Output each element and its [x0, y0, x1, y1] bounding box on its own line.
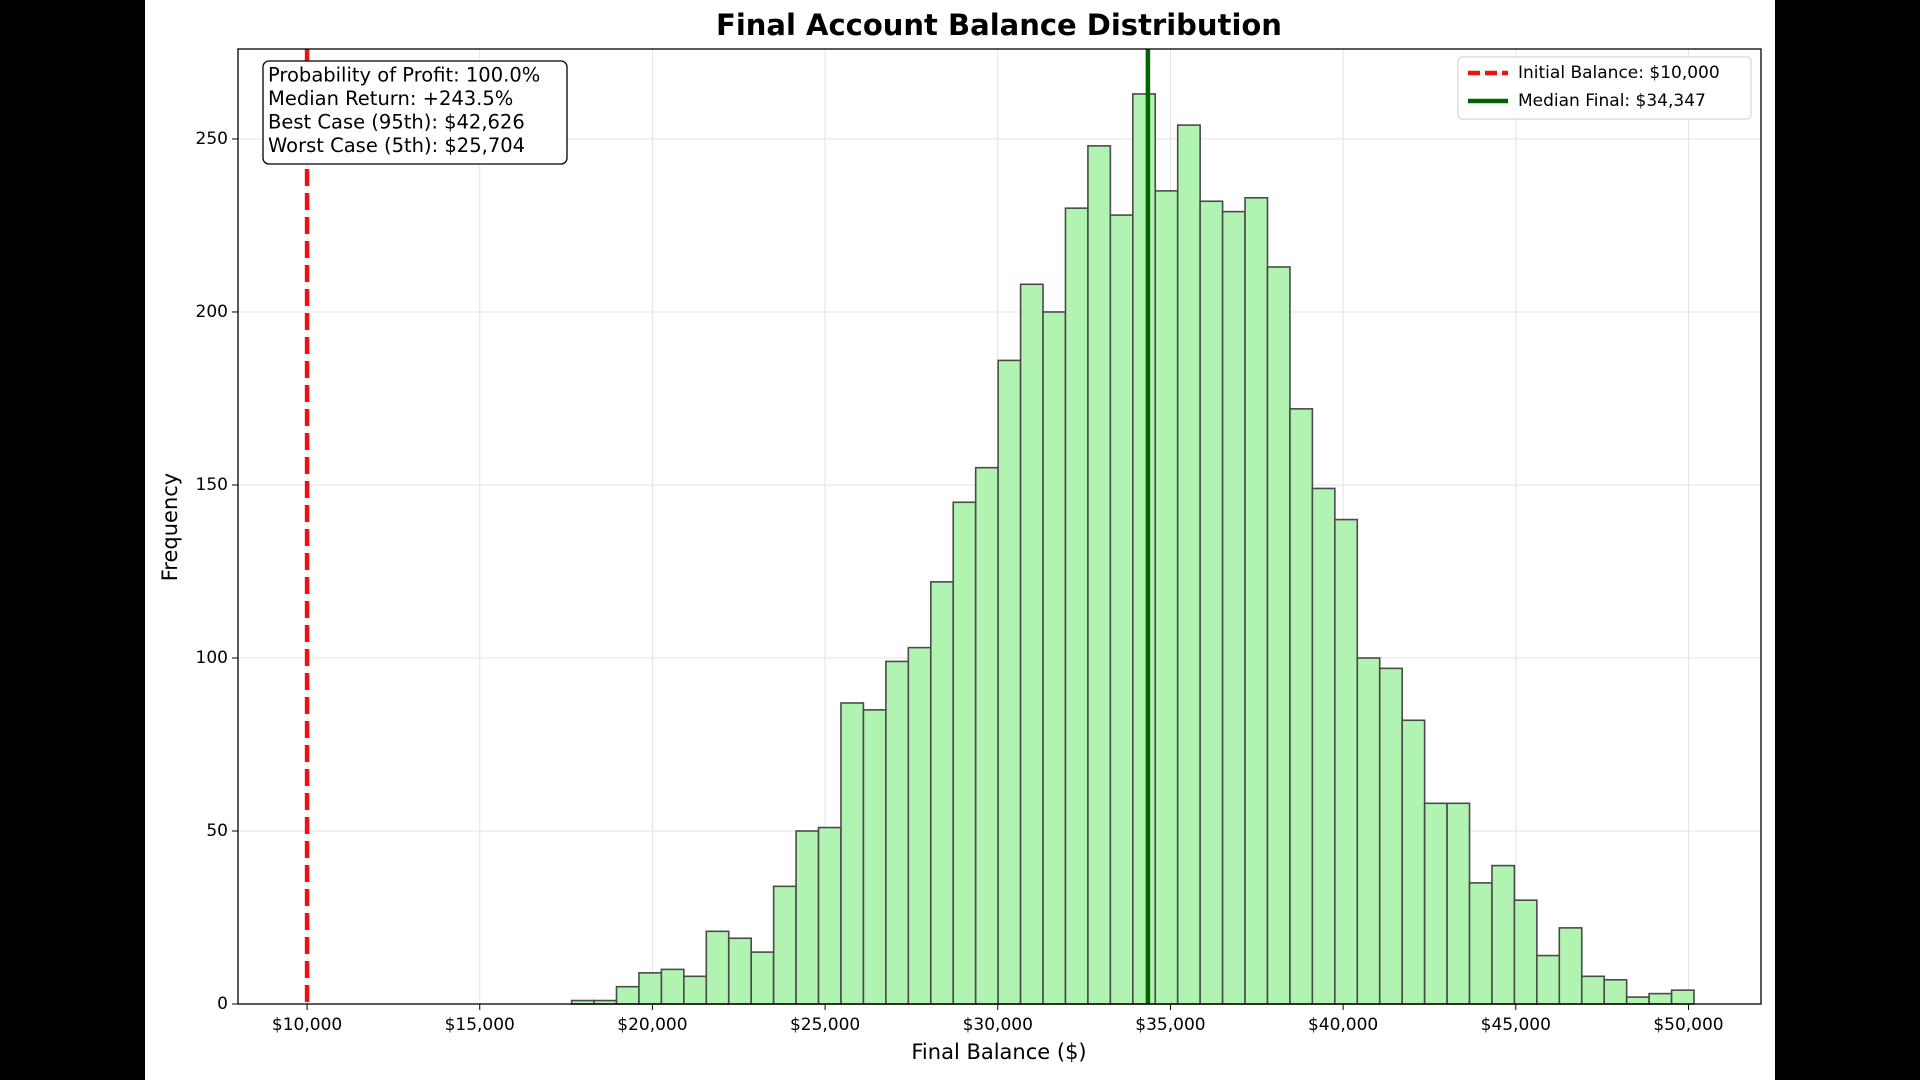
bar [683, 975, 708, 1005]
bar [1087, 145, 1112, 1005]
bar [1266, 266, 1291, 1005]
bar [1378, 667, 1403, 1005]
chart-title: Final Account Balance Distribution [716, 8, 1282, 42]
annotation-text: Probability of Profit: 100.0% [268, 64, 540, 87]
bar [1625, 996, 1650, 1005]
bar [1513, 899, 1538, 1005]
bar [638, 972, 663, 1005]
x-tick-label: $40,000 [1308, 1015, 1378, 1035]
bar [1648, 992, 1673, 1005]
x-tick-label: $50,000 [1653, 1015, 1723, 1035]
bar [615, 985, 640, 1005]
legend-label: Median Final: $34,347 [1518, 91, 1706, 111]
bar [660, 968, 685, 1005]
bar [1311, 487, 1336, 1005]
bar [1536, 954, 1561, 1005]
y-tick-label: 100 [196, 648, 228, 668]
annotation-text: Best Case (95th): $42,626 [268, 111, 525, 134]
y-tick-label: 50 [206, 821, 228, 841]
bar [840, 702, 865, 1005]
x-tick-label: $35,000 [1135, 1015, 1205, 1035]
y-tick-label: 0 [217, 994, 228, 1014]
bar [1176, 124, 1201, 1005]
bar [907, 646, 932, 1005]
bar [772, 885, 797, 1005]
bar [1042, 311, 1067, 1005]
bar [1670, 989, 1695, 1005]
annotation-text: Worst Case (5th): $25,704 [268, 134, 525, 157]
bar [1423, 802, 1448, 1005]
annotation-box [262, 60, 568, 165]
bar [1356, 657, 1381, 1005]
legend-label: Initial Balance: $10,000 [1518, 63, 1720, 83]
x-tick-label: $30,000 [963, 1015, 1033, 1035]
x-tick-label: $20,000 [617, 1015, 687, 1035]
annotation-text: Median Return: +243.5% [268, 87, 513, 110]
bar [705, 930, 730, 1005]
bar [1580, 975, 1606, 1005]
bar [1334, 518, 1359, 1005]
plot-frame [237, 48, 1762, 1005]
bar [862, 709, 887, 1005]
bar [974, 466, 999, 1005]
bar [1019, 283, 1044, 1005]
bar [1109, 214, 1134, 1005]
bar [1064, 207, 1089, 1005]
y-tick-label: 200 [196, 302, 228, 322]
bar [727, 937, 752, 1005]
bar [1244, 196, 1269, 1005]
bar [1289, 408, 1314, 1005]
legend-box [1457, 56, 1752, 120]
bar [1468, 882, 1493, 1005]
bar [1154, 190, 1179, 1005]
bar [1558, 927, 1583, 1005]
bar [1199, 200, 1224, 1005]
bar [1401, 719, 1426, 1005]
y-axis-label: Frequency [158, 473, 182, 582]
bar [1491, 864, 1516, 1005]
bar [952, 501, 977, 1005]
y-tick-label: 250 [196, 129, 228, 149]
bar [795, 830, 820, 1005]
bar [750, 951, 775, 1005]
bar [929, 581, 955, 1005]
bar [1132, 93, 1157, 1005]
x-tick-label: $25,000 [790, 1015, 860, 1035]
x-tick-label: $10,000 [272, 1015, 342, 1035]
x-tick-label: $15,000 [445, 1015, 515, 1035]
y-tick-label: 150 [196, 475, 228, 495]
bar [1603, 978, 1628, 1005]
bar [997, 359, 1022, 1005]
bar [1446, 802, 1471, 1005]
bar [885, 660, 910, 1005]
x-axis-label: Final Balance ($) [911, 1040, 1086, 1064]
bar [1221, 210, 1246, 1005]
bar [817, 826, 842, 1005]
x-tick-label: $45,000 [1481, 1015, 1551, 1035]
